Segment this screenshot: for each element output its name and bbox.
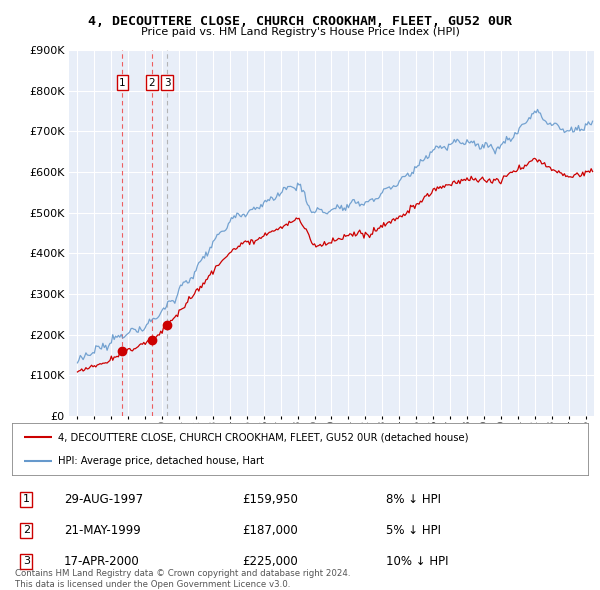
Text: 2: 2 — [23, 526, 30, 535]
Text: 3: 3 — [164, 78, 170, 88]
Text: 3: 3 — [23, 556, 30, 566]
Text: 5% ↓ HPI: 5% ↓ HPI — [386, 524, 442, 537]
Text: 21-MAY-1999: 21-MAY-1999 — [64, 524, 140, 537]
Text: HPI: Average price, detached house, Hart: HPI: Average price, detached house, Hart — [58, 456, 264, 466]
Text: £225,000: £225,000 — [242, 555, 298, 568]
Text: 29-AUG-1997: 29-AUG-1997 — [64, 493, 143, 506]
Text: 4, DECOUTTERE CLOSE, CHURCH CROOKHAM, FLEET, GU52 0UR (detached house): 4, DECOUTTERE CLOSE, CHURCH CROOKHAM, FL… — [58, 432, 469, 442]
Text: 8% ↓ HPI: 8% ↓ HPI — [386, 493, 442, 506]
Text: Price paid vs. HM Land Registry's House Price Index (HPI): Price paid vs. HM Land Registry's House … — [140, 27, 460, 37]
Text: 1: 1 — [119, 78, 126, 88]
Text: 1: 1 — [23, 494, 30, 504]
Text: 2: 2 — [148, 78, 155, 88]
Text: £159,950: £159,950 — [242, 493, 298, 506]
Text: £187,000: £187,000 — [242, 524, 298, 537]
Text: Contains HM Land Registry data © Crown copyright and database right 2024.
This d: Contains HM Land Registry data © Crown c… — [15, 569, 350, 589]
Text: 17-APR-2000: 17-APR-2000 — [64, 555, 140, 568]
Text: 4, DECOUTTERE CLOSE, CHURCH CROOKHAM, FLEET, GU52 0UR: 4, DECOUTTERE CLOSE, CHURCH CROOKHAM, FL… — [88, 15, 512, 28]
Text: 10% ↓ HPI: 10% ↓ HPI — [386, 555, 449, 568]
